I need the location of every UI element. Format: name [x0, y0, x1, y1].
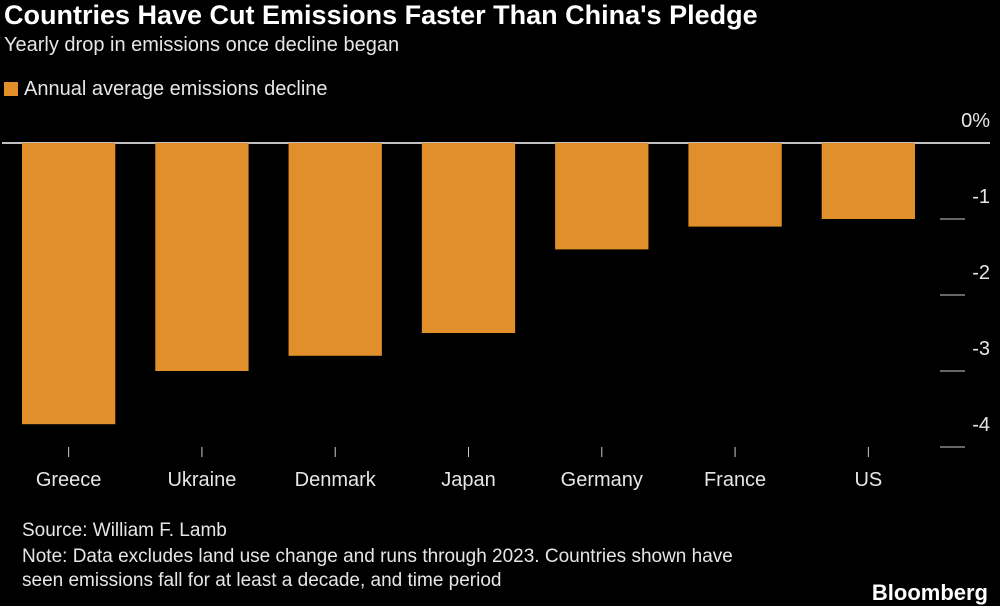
bar — [821, 143, 916, 219]
bar — [555, 143, 649, 250]
legend-label: Annual average emissions decline — [24, 78, 328, 100]
source: Source: William F. Lamb — [22, 520, 227, 541]
bar — [688, 143, 782, 227]
x-tick-label: Ukraine — [167, 469, 236, 491]
y-tick-label: 0% — [961, 110, 990, 132]
note: Note: Data excludes land use change and … — [22, 546, 733, 591]
legend-swatch — [4, 82, 18, 96]
bar — [421, 143, 516, 333]
x-tick-label: Japan — [441, 469, 496, 491]
bar — [21, 143, 116, 425]
x-tick-label: Greece — [36, 469, 102, 491]
bar — [288, 143, 382, 356]
x-tick-label: Germany — [561, 469, 643, 491]
brand: Bloomberg — [871, 580, 988, 605]
chart-subtitle: Yearly drop in emissions once decline be… — [4, 34, 400, 56]
y-tick-label: -2 — [972, 262, 990, 284]
y-tick-label: -3 — [972, 338, 990, 360]
x-tick-label: France — [704, 469, 766, 491]
legend: Annual average emissions decline — [4, 78, 328, 101]
x-tick-label: Denmark — [295, 469, 377, 491]
y-tick-label: -4 — [972, 414, 990, 436]
x-tick-label: US — [854, 469, 882, 491]
bar — [155, 143, 249, 371]
y-tick-label: -1 — [972, 186, 990, 208]
chart-title: Countries Have Cut Emissions Faster Than… — [4, 0, 758, 30]
